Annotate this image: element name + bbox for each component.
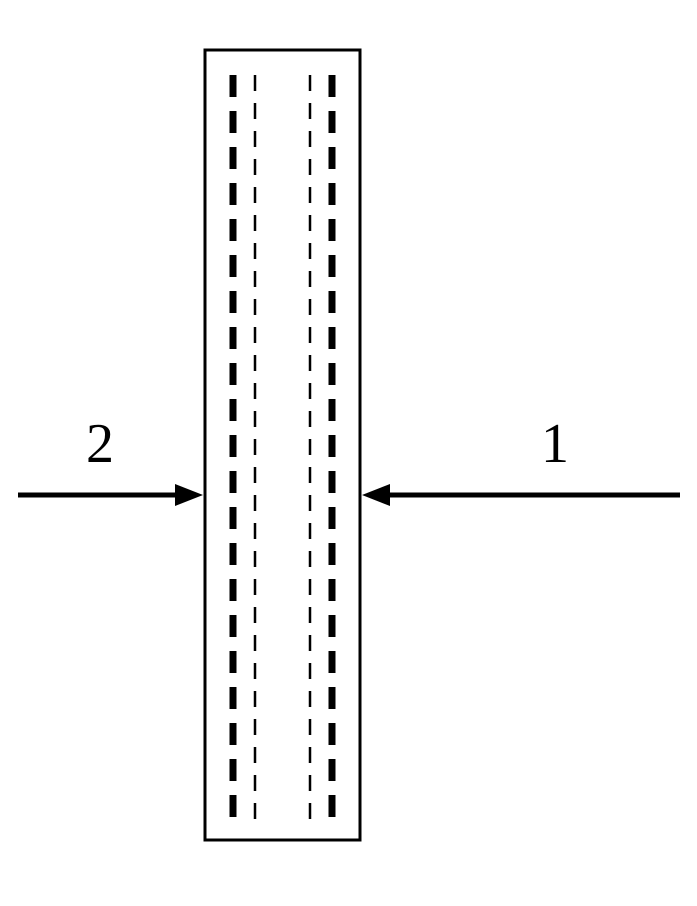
left-arrow (18, 484, 203, 506)
label-right: 1 (541, 413, 569, 475)
outer-rectangle (205, 50, 360, 840)
label-left: 2 (86, 413, 114, 475)
technical-diagram: 2 1 (0, 0, 697, 906)
right-arrow (362, 484, 680, 506)
